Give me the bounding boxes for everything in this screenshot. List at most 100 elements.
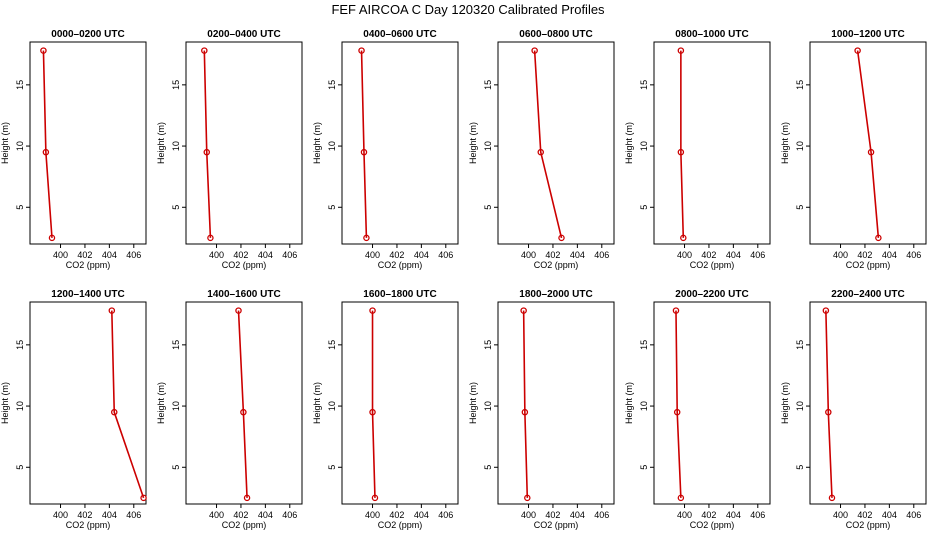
panel: 2000–2200 UTC 400 402 404 406 5 10 15 CO2 (ppm) H… — [624, 289, 771, 530]
plot-frame — [809, 41, 927, 245]
y-tick-label: 15 — [15, 80, 25, 90]
profile-line — [825, 310, 833, 498]
x-axis-label: CO2 (ppm) — [690, 260, 735, 270]
x-tick-label: 406 — [438, 250, 453, 260]
data-point — [358, 47, 365, 54]
y-tick-label: 5 — [327, 465, 337, 470]
data-point — [360, 148, 368, 156]
x-tick-label: 406 — [906, 250, 921, 260]
y-tick-label: 15 — [171, 80, 181, 90]
plot-frame — [497, 41, 615, 245]
x-tick-label: 400 — [209, 510, 224, 520]
x-tick-label: 406 — [126, 250, 141, 260]
panel-title: 1800–2000 UTC — [519, 289, 592, 300]
x-tick-label: 406 — [594, 510, 609, 520]
data-point — [677, 148, 685, 156]
y-tick-label: 5 — [171, 465, 181, 470]
plot-frame — [809, 301, 927, 505]
data-point — [203, 148, 211, 156]
plot-frame — [29, 301, 147, 505]
x-axis-label: CO2 (ppm) — [378, 520, 423, 530]
y-axis-label: Height (m) — [468, 122, 478, 164]
x-tick-label: 400 — [53, 510, 68, 520]
data-point — [40, 47, 47, 54]
x-tick-label: 402 — [701, 250, 716, 260]
x-tick-label: 404 — [570, 510, 585, 520]
y-axis-label: Height (m) — [624, 122, 634, 164]
panel-title: 0600–0800 UTC — [519, 29, 592, 40]
data-point — [867, 148, 875, 156]
x-tick-label: 400 — [833, 250, 848, 260]
panel: 0600–0800 UTC 400 402 404 406 5 10 15 CO2 (ppm) H… — [468, 29, 615, 270]
x-axis-label: CO2 (ppm) — [222, 520, 267, 530]
data-point — [537, 148, 544, 156]
panel: 2200–2400 UTC 400 402 404 406 5 10 15 CO2 (ppm) H… — [780, 289, 927, 530]
y-tick-label: 10 — [483, 401, 493, 411]
y-axis-label: Height (m) — [156, 122, 166, 164]
x-axis-label: CO2 (ppm) — [534, 260, 579, 270]
panel-title: 0400–0600 UTC — [363, 29, 436, 40]
panel-title: 0200–0400 UTC — [207, 29, 280, 40]
x-tick-label: 406 — [282, 510, 297, 520]
y-tick-label: 15 — [171, 340, 181, 350]
data-point — [673, 408, 681, 416]
y-tick-label: 15 — [639, 80, 649, 90]
y-axis-label: Height (m) — [780, 382, 790, 424]
x-axis-label: CO2 (ppm) — [66, 260, 111, 270]
x-tick-label: 404 — [102, 510, 117, 520]
data-point — [524, 494, 531, 502]
y-tick-label: 10 — [639, 141, 649, 151]
data-point — [235, 307, 242, 314]
x-axis-label: CO2 (ppm) — [378, 260, 423, 270]
x-tick-label: 402 — [389, 250, 404, 260]
data-point — [363, 234, 370, 242]
y-tick-label: 5 — [15, 465, 25, 470]
y-axis-label: Height (m) — [468, 382, 478, 424]
x-tick-label: 404 — [882, 510, 897, 520]
y-tick-label: 15 — [327, 80, 337, 90]
y-tick-label: 5 — [639, 465, 649, 470]
data-point — [672, 307, 680, 314]
data-point — [240, 408, 247, 416]
data-point — [111, 408, 118, 416]
profile-line — [856, 50, 880, 238]
profile-line — [680, 50, 685, 238]
y-axis-label: Height (m) — [780, 122, 790, 164]
profile-line — [371, 310, 376, 498]
data-point — [677, 494, 685, 502]
x-tick-label: 402 — [389, 510, 404, 520]
y-tick-label: 15 — [327, 340, 337, 350]
y-tick-label: 5 — [795, 465, 805, 470]
y-tick-label: 5 — [171, 205, 181, 210]
x-tick-label: 400 — [521, 250, 536, 260]
panel: 1400–1600 UTC 400 402 404 406 5 10 15 CO2 (ppm) H… — [156, 289, 303, 530]
x-tick-label: 402 — [701, 510, 716, 520]
panel: 1800–2000 UTC 400 402 404 406 5 10 15 CO2 (ppm) H… — [468, 289, 615, 530]
x-axis-label: CO2 (ppm) — [222, 260, 267, 270]
panel: 0400–0600 UTC 400 402 404 406 5 10 15 CO2 (ppm) H… — [312, 29, 459, 270]
x-tick-label: 406 — [750, 250, 765, 260]
y-tick-label: 5 — [327, 205, 337, 210]
x-tick-label: 406 — [594, 250, 609, 260]
profile-line — [522, 310, 529, 498]
x-tick-label: 402 — [77, 250, 92, 260]
y-tick-label: 10 — [171, 141, 181, 151]
x-axis-label: CO2 (ppm) — [66, 520, 111, 530]
x-tick-label: 404 — [726, 510, 741, 520]
data-point — [108, 307, 116, 314]
plot-frame — [341, 41, 459, 245]
y-tick-label: 15 — [795, 80, 805, 90]
data-point — [201, 47, 208, 54]
x-tick-label: 404 — [102, 250, 117, 260]
y-tick-label: 5 — [639, 205, 649, 210]
profile-line — [203, 50, 212, 238]
panel-title: 1200–1400 UTC — [51, 289, 124, 300]
x-tick-label: 402 — [545, 510, 560, 520]
panel-title: 1400–1600 UTC — [207, 289, 280, 300]
y-tick-label: 5 — [483, 465, 493, 470]
y-tick-label: 10 — [483, 141, 493, 151]
y-tick-label: 10 — [639, 401, 649, 411]
x-tick-label: 404 — [414, 250, 429, 260]
x-tick-label: 400 — [53, 250, 68, 260]
x-tick-label: 404 — [258, 510, 273, 520]
